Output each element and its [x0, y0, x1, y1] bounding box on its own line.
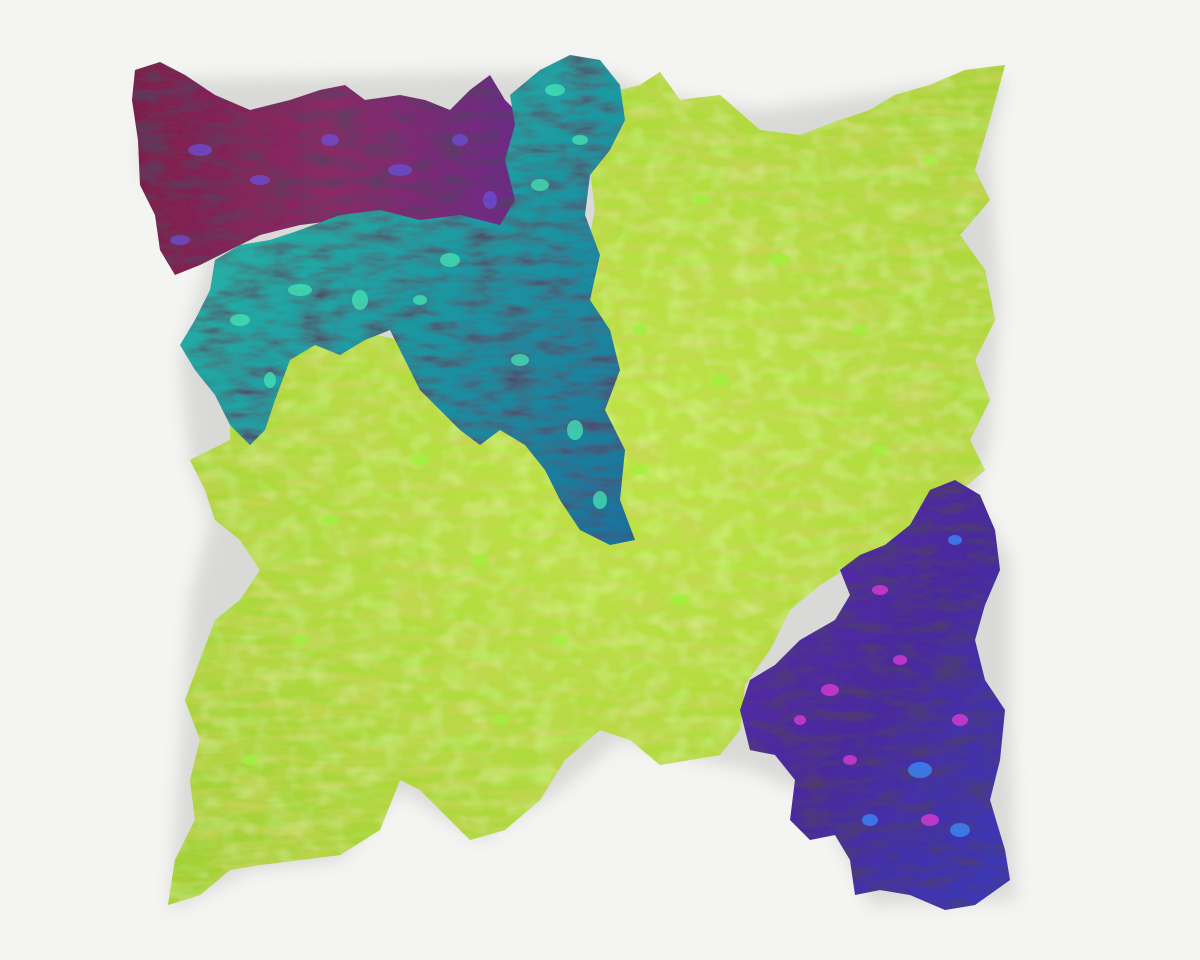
teal-panel	[180, 55, 635, 545]
texture-highlights	[170, 84, 970, 837]
violet-panel	[740, 480, 1010, 910]
